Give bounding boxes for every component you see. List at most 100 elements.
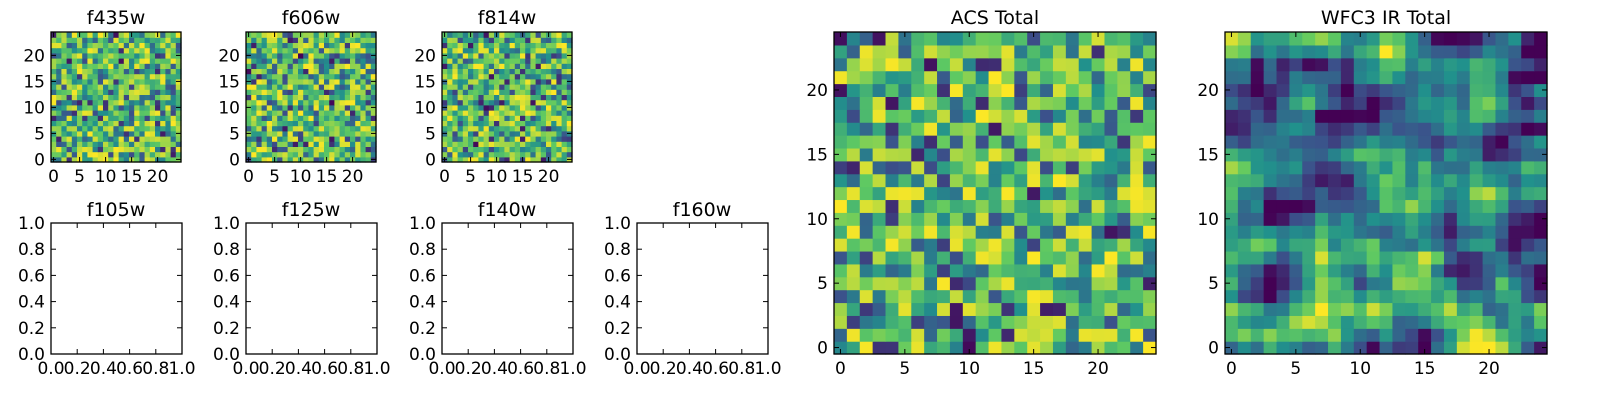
heatmap-cell — [324, 78, 330, 85]
heatmap-cell — [504, 110, 511, 116]
heatmap-cell — [1302, 225, 1316, 239]
heatmap-cell — [462, 63, 469, 69]
heatmap-cell — [339, 151, 346, 158]
heatmap-cell — [266, 84, 273, 90]
heatmap-cell — [251, 156, 257, 163]
heatmap-cell — [509, 63, 516, 69]
heatmap-cell — [504, 146, 511, 153]
heatmap-cell — [551, 130, 557, 137]
heatmap-cell — [1405, 173, 1419, 188]
heatmap-cell — [1014, 276, 1028, 291]
heatmap-cell — [272, 78, 278, 85]
heatmap-cell — [144, 125, 151, 132]
heatmap-cell — [949, 250, 964, 265]
heatmap-cell — [1418, 83, 1432, 97]
heatmap-cell — [1431, 315, 1445, 329]
heatmap-cell — [1366, 186, 1381, 201]
heatmap-cell — [277, 94, 283, 101]
heatmap-cell — [1366, 212, 1381, 226]
x-tick-label: 0.0 — [623, 359, 650, 379]
heatmap-cell — [525, 32, 531, 38]
heatmap-cell — [551, 84, 557, 90]
heatmap-cell — [355, 130, 361, 137]
heatmap-cell — [144, 156, 151, 163]
heatmap-cell — [1418, 302, 1432, 316]
heatmap-cell — [1482, 238, 1497, 252]
heatmap-cell — [344, 130, 351, 137]
heatmap-cell — [1104, 225, 1118, 239]
heatmap-cell — [282, 136, 289, 142]
heatmap-cell — [134, 73, 140, 80]
heatmap-cell — [499, 89, 505, 95]
heatmap-cell — [77, 99, 83, 106]
heatmap-cell — [566, 42, 573, 49]
heatmap-cell — [509, 99, 516, 106]
heatmap-cell — [1027, 147, 1041, 162]
heatmap-cell — [170, 47, 177, 54]
heatmap-cell — [108, 78, 114, 85]
heatmap-cell — [520, 99, 526, 106]
heatmap-cell — [82, 104, 88, 111]
heatmap-cell — [251, 32, 257, 38]
heatmap-cell — [108, 89, 114, 95]
heatmap-cell — [1117, 289, 1131, 304]
heatmap-cell — [447, 52, 453, 59]
heatmap-cell — [1456, 238, 1471, 252]
heatmap-cell — [1366, 96, 1381, 110]
heatmap-cell — [308, 110, 315, 116]
heatmap-cell — [370, 120, 377, 127]
heatmap-cell — [303, 141, 309, 147]
axes-frame — [441, 222, 574, 355]
heatmap-cell — [1443, 44, 1458, 59]
heatmap-cell — [292, 151, 299, 158]
heatmap-cell — [165, 47, 172, 54]
heatmap-cell — [1521, 341, 1535, 355]
heatmap-cell — [1117, 225, 1131, 239]
y-tick-label: 5 — [817, 274, 828, 294]
heatmap-cell — [144, 99, 151, 106]
heatmap-cell — [1443, 57, 1458, 72]
heatmap-cell — [509, 141, 516, 147]
heatmap-cell — [266, 42, 273, 49]
heatmap-cell — [975, 225, 990, 239]
heatmap-cell — [514, 104, 521, 111]
heatmap-cell — [834, 276, 848, 291]
heatmap-cell — [1328, 276, 1342, 291]
heatmap-cell — [1328, 199, 1342, 213]
y-tick-label: 0 — [34, 150, 45, 170]
heatmap-cell — [170, 110, 177, 116]
heatmap-cell — [1405, 238, 1419, 252]
heatmap-cell — [1328, 250, 1342, 265]
heatmap-cell — [292, 156, 299, 163]
heatmap-cell — [937, 160, 951, 175]
heatmap-cell — [144, 32, 151, 38]
heatmap-cell — [540, 99, 547, 106]
heatmap-cell — [1130, 276, 1144, 291]
heatmap-cell — [318, 151, 325, 158]
heatmap-cell — [468, 47, 474, 54]
heatmap-cell — [160, 63, 166, 69]
heatmap-cell — [108, 104, 114, 111]
heatmap-cell — [488, 32, 495, 38]
heatmap-cell — [272, 130, 278, 137]
axes-frame — [50, 31, 182, 163]
heatmap-cell — [365, 99, 372, 106]
heatmap-cell — [129, 104, 135, 111]
heatmap-cell — [324, 58, 330, 64]
heatmap-cell — [1405, 263, 1419, 278]
heatmap-cell — [962, 263, 977, 278]
heatmap-cell — [118, 104, 125, 111]
heatmap-cell — [1379, 289, 1394, 304]
heatmap-cell — [535, 130, 542, 137]
heatmap-cell — [1225, 44, 1239, 59]
heatmap-cell — [457, 89, 464, 95]
heatmap-cell — [56, 68, 62, 75]
heatmap-cell — [504, 125, 511, 132]
heatmap-cell — [462, 141, 469, 147]
heatmap-cell — [1340, 341, 1355, 355]
heatmap-cell — [350, 73, 356, 80]
heatmap-cell — [1482, 57, 1497, 72]
heatmap-cell — [298, 73, 304, 80]
heatmap-cell — [1040, 238, 1054, 252]
heatmap-cell — [82, 115, 88, 121]
